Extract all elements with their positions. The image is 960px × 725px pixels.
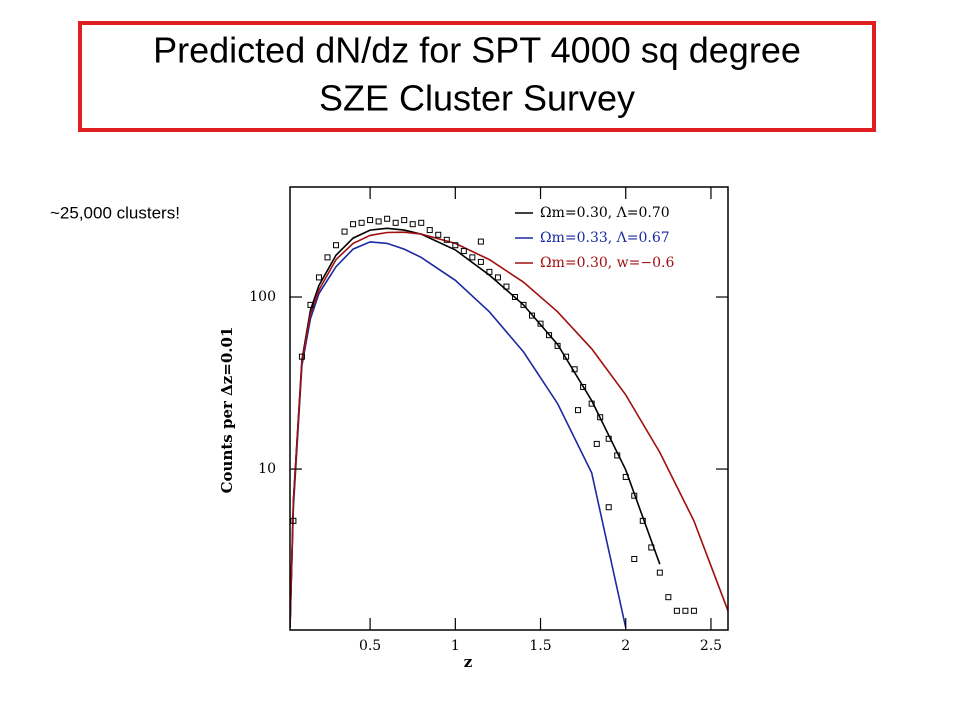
y-axis-label: Counts per Δz=0.01: [218, 327, 236, 494]
data-point: [367, 217, 374, 224]
data-point: [503, 283, 510, 290]
data-point: [597, 414, 604, 421]
data-point: [460, 248, 467, 255]
data-point: [537, 320, 544, 327]
data-point: [486, 268, 493, 275]
data-point: [315, 274, 322, 281]
plot-frame: [289, 186, 729, 631]
y-tick-label: 100: [249, 289, 276, 305]
data-point: [588, 400, 595, 407]
data-point: [614, 452, 621, 459]
line-series: [290, 231, 728, 628]
x-tick-label: 1: [451, 638, 460, 654]
data-point: [605, 504, 612, 511]
data-point: [631, 492, 638, 499]
data-point: [392, 219, 399, 226]
y-tick-label: 10: [258, 461, 276, 477]
data-point: [639, 517, 646, 524]
data-point: [511, 294, 518, 301]
title-line: SZE Cluster Survey: [319, 78, 635, 119]
title-box: [78, 21, 876, 132]
data-point: [673, 607, 680, 614]
data-point: [324, 254, 331, 261]
data-point: [358, 219, 365, 226]
data-point: [443, 236, 450, 243]
data-point: [477, 238, 484, 245]
data-point: [298, 353, 305, 360]
data-point: [580, 383, 587, 390]
legend-label: Ωm=0.30, w=−0.6: [540, 255, 674, 271]
line-series: [290, 241, 627, 628]
data-point: [350, 221, 357, 228]
data-point: [520, 301, 527, 308]
data-point: [477, 258, 484, 265]
title-line: Predicted dN/dz for SPT 4000 sq degree: [153, 30, 801, 71]
data-point: [426, 227, 433, 234]
data-point: [529, 312, 536, 319]
data-point: [554, 342, 561, 349]
data-point: [341, 228, 348, 235]
x-tick-label: 0.5: [359, 638, 381, 654]
data-point: [593, 440, 600, 447]
data-point: [665, 594, 672, 601]
plot-area: [290, 215, 728, 628]
data-point: [622, 473, 629, 480]
x-tick-label: 2.5: [700, 638, 722, 654]
data-point: [418, 219, 425, 226]
data-point: [384, 215, 391, 222]
data-point: [333, 242, 340, 249]
data-point: [605, 435, 612, 442]
data-point: [682, 607, 689, 614]
data-point: [375, 218, 382, 225]
data-point: [290, 517, 297, 524]
data-point: [575, 407, 582, 414]
data-point: [563, 353, 570, 360]
data-point: [307, 301, 314, 308]
x-axis-label: z: [464, 653, 473, 671]
data-point: [494, 274, 501, 281]
data-point: [401, 217, 408, 224]
data-point: [631, 556, 638, 563]
data-point: [656, 569, 663, 576]
data-point: [690, 607, 697, 614]
legend-label: Ωm=0.30, Λ=0.70: [540, 205, 670, 221]
data-point: [648, 544, 655, 551]
data-point: [546, 332, 553, 339]
data-point: [452, 242, 459, 249]
x-tick-label: 1.5: [529, 638, 551, 654]
legend-label: Ωm=0.33, Λ=0.67: [540, 230, 670, 246]
x-tick-label: 2: [621, 638, 630, 654]
data-point: [571, 366, 578, 373]
data-point: [409, 221, 416, 228]
data-point: [435, 231, 442, 238]
line-series: [290, 227, 661, 628]
annotation: ~25,000 clusters!: [50, 203, 180, 222]
data-point: [469, 254, 476, 261]
